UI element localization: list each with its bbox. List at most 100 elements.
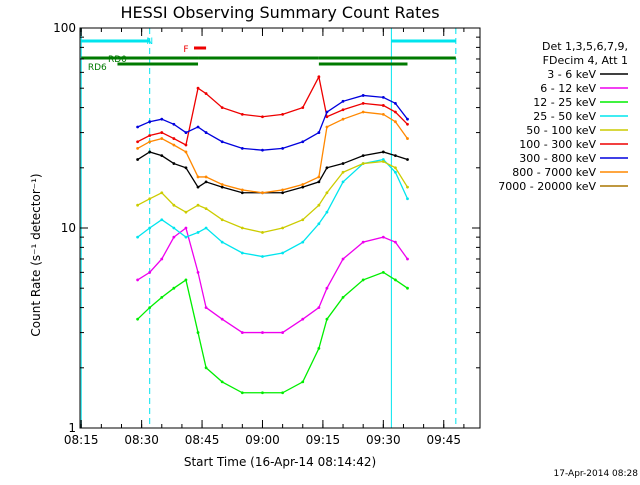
data-point [148,226,152,230]
data-point [301,140,305,144]
y-axis-label: Count Rate (s⁻¹ detector⁻¹) [29,173,43,336]
data-point [184,143,188,147]
data-point [394,101,397,105]
data-point [301,380,305,384]
data-point [341,295,345,299]
data-point [220,218,224,222]
legend-label-9: 7000 - 20000 keV [498,180,596,193]
data-point [317,180,321,184]
data-point [172,286,176,290]
annotation-label: RD0 [108,55,127,65]
data-point [172,143,176,147]
data-point [406,185,409,189]
data-point [381,150,385,154]
x-tick-label: 09:15 [306,433,341,447]
data-point [196,331,200,334]
data-point [341,108,345,112]
data-point [361,94,365,97]
data-point [301,183,305,186]
data-point [220,106,224,109]
data-point [317,222,321,226]
data-point [220,240,224,244]
data-point [394,154,397,158]
data-point [196,86,200,90]
data-point [341,170,345,174]
data-point [204,306,208,309]
data-point [148,120,152,124]
data-point [160,191,164,195]
y-tick-label: 10 [61,221,76,235]
annotation-label: N [146,37,153,47]
data-point [325,115,329,119]
data-point [172,203,176,207]
data-point [172,137,176,140]
data-point [204,366,208,370]
data-point [361,240,365,244]
data-point [172,235,176,239]
data-point [325,166,329,170]
data-point [325,210,329,214]
data-point [136,140,140,144]
data-point [394,120,397,124]
data-point [204,92,208,95]
x-tick-label: 09:00 [245,433,280,447]
data-point [160,117,164,121]
data-point [406,197,409,201]
data-point [136,235,140,239]
data-point [281,112,285,116]
data-point [281,147,285,150]
data-point [281,191,285,195]
data-point [406,286,409,290]
data-point [261,255,264,258]
data-point [325,110,329,114]
data-point [325,286,329,290]
data-point [261,148,264,152]
data-point [317,306,321,309]
legend-label-2: 6 - 12 keV [540,82,596,95]
data-point [220,140,224,144]
date-stamp: 17-Apr-2014 08:28 [554,469,639,479]
legend-label-8: 800 - 7000 keV [512,166,596,179]
data-point [196,270,200,274]
data-point [317,203,321,207]
data-point [281,391,285,395]
data-point [136,158,140,161]
data-point [261,231,264,234]
data-point [406,137,409,140]
data-point [204,131,208,134]
data-point [281,188,285,192]
data-point [394,110,397,114]
data-point [406,158,409,161]
data-point [261,191,264,195]
data-point [317,131,321,134]
data-point [394,240,397,244]
data-point [148,306,152,309]
data-point [160,131,164,134]
data-point [240,112,244,116]
x-tick-label: 08:30 [124,433,159,447]
data-point [361,278,365,282]
data-point [204,207,208,211]
data-point [361,154,365,158]
data-point [136,317,140,321]
data-point [341,117,345,121]
data-point [148,270,152,274]
data-point [220,183,224,186]
data-point [196,125,200,129]
data-point [261,391,264,395]
data-point [196,175,200,179]
data-point [240,251,244,255]
data-point [160,257,164,261]
data-point [301,106,305,109]
data-point [381,235,385,239]
data-point [281,251,285,255]
data-point [317,347,321,350]
data-point [341,162,345,165]
data-point [394,278,397,282]
legend-label-6: 100 - 300 keV [519,138,596,151]
data-point [381,160,385,163]
